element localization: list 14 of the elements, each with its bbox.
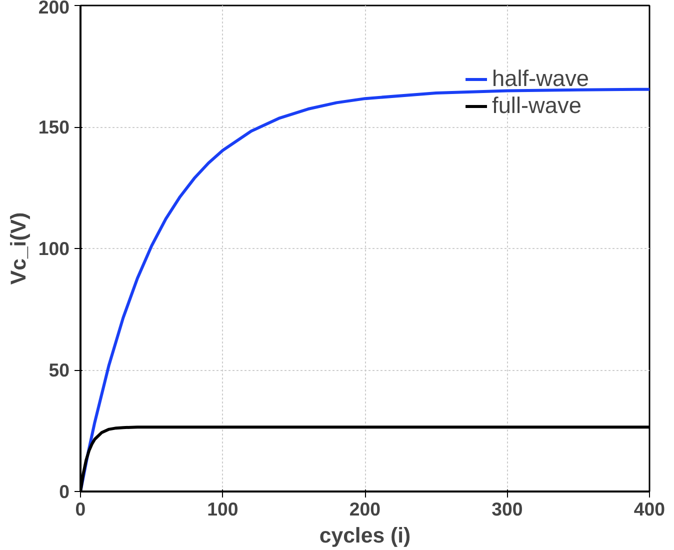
legend-label: half-wave — [492, 65, 589, 92]
x-tick-label: 200 — [349, 498, 381, 520]
y-tick-label: 50 — [48, 360, 70, 380]
y-axis-title: Vc_i(V) — [6, 212, 30, 285]
x-axis-title: cycles (i) — [319, 524, 411, 548]
x-tick-label: 0 — [75, 498, 86, 520]
y-tick-label: 150 — [38, 116, 70, 138]
y-tick-label: 200 — [38, 0, 70, 18]
legend-label: full-wave — [492, 92, 582, 119]
x-tick-label: 300 — [492, 498, 523, 520]
x-tick-label: 400 — [634, 498, 666, 520]
y-tick-label: 100 — [38, 238, 70, 259]
x-tick-label: 100 — [207, 498, 238, 520]
y-tick-label: 0 — [59, 481, 70, 502]
